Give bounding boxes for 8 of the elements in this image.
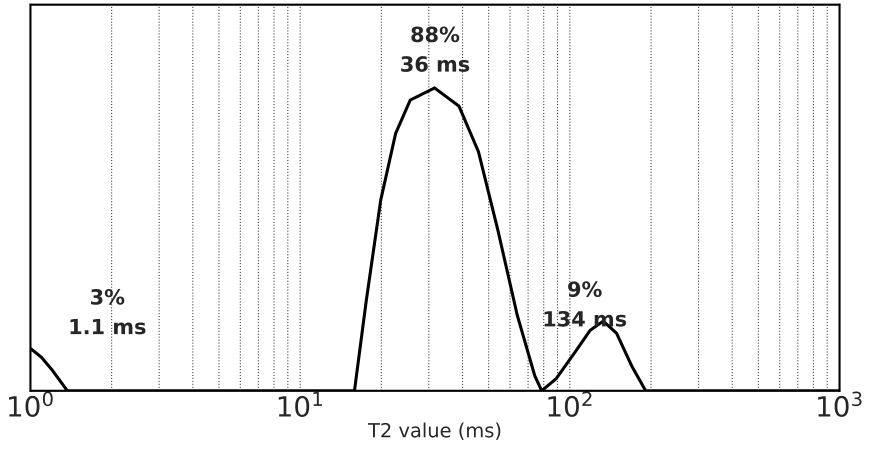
x-tick-label: 10$^{2}$	[548, 391, 592, 417]
annotation: 3% 1.1 ms	[70, 289, 146, 334]
x-tick-label: 10$^{3}$	[818, 391, 862, 417]
annotation: 9% 134 ms	[544, 281, 626, 327]
x-axis-title: T2 value (ms)	[368, 422, 500, 440]
text: 88% 36 ms	[401, 26, 470, 72]
x-tick-label: 10$^{0}$	[9, 391, 53, 417]
x-tick-label: 10$^{1}$	[278, 392, 322, 417]
